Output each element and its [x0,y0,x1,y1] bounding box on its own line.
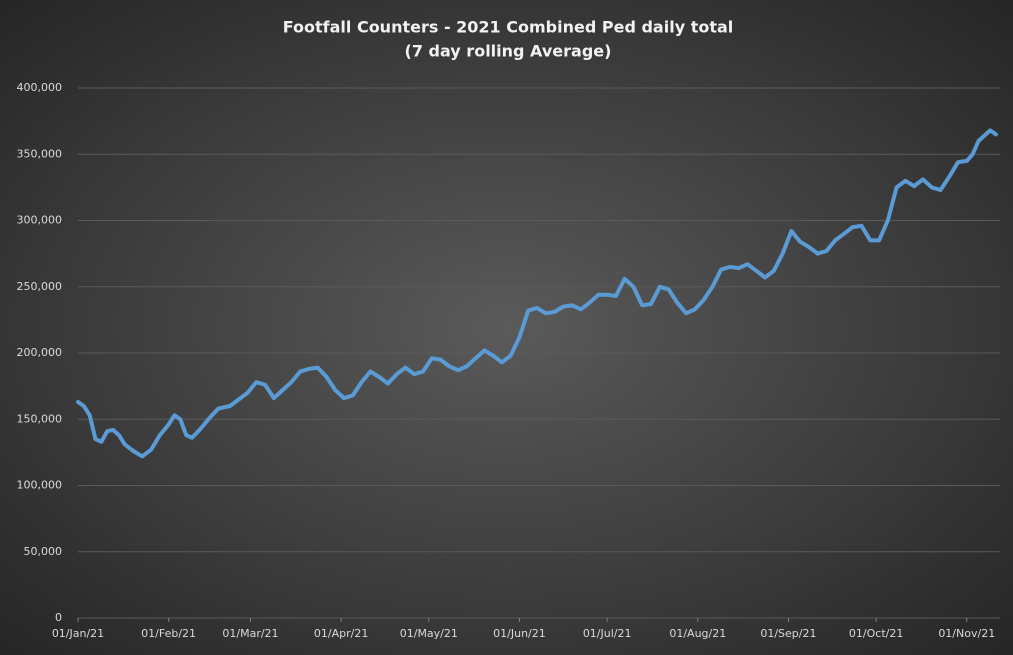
x-tick-label: 01/May/21 [400,627,458,640]
x-tick-label: 01/Feb/21 [141,627,196,640]
x-tick-label: 01/Jan/21 [52,627,104,640]
chart-title: Footfall Counters - 2021 Combined Ped da… [283,18,734,37]
y-tick-label: 350,000 [17,147,63,160]
x-tick-label: 01/Jul/21 [583,627,632,640]
y-tick-label: 150,000 [17,412,63,425]
x-tick-label: 01/Mar/21 [222,627,278,640]
y-tick-label: 400,000 [17,81,63,94]
y-tick-label: 300,000 [17,214,63,227]
x-tick-label: 01/Jun/21 [493,627,546,640]
data-line [76,128,998,459]
y-tick-label: 100,000 [17,479,63,492]
x-tick-label: 01/Sep/21 [760,627,816,640]
x-tick-label: 01/Apr/21 [314,627,368,640]
x-tick-label: 01/Nov/21 [938,627,995,640]
chart-subtitle: (7 day rolling Average) [405,42,612,61]
y-tick-label: 0 [55,611,62,624]
x-tick-label: 01/Aug/21 [669,627,726,640]
y-tick-label: 250,000 [17,280,63,293]
x-tick-label: 01/Oct/21 [849,627,903,640]
y-tick-label: 50,000 [24,545,63,558]
y-tick-label: 200,000 [17,346,63,359]
